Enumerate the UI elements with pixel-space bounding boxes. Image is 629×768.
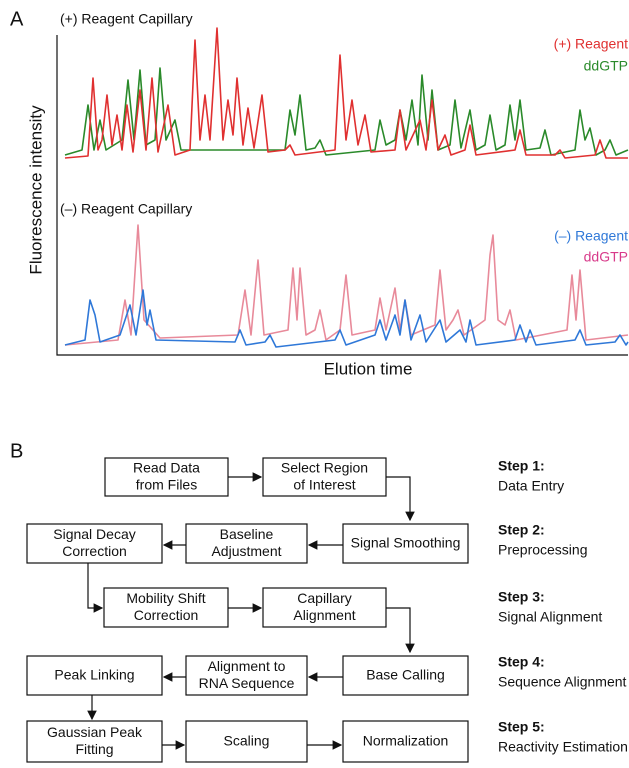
step-name: Reactivity Estimation <box>498 739 628 755</box>
step-number: Step 3: <box>498 589 545 605</box>
connectors <box>87 472 415 750</box>
flow-box-label: Alignment to <box>208 658 286 674</box>
step-name: Data Entry <box>498 478 564 494</box>
x-axis-label: Elution time <box>324 359 413 378</box>
flow-box-label: Correction <box>62 543 127 559</box>
flow-box <box>26 655 163 696</box>
flow-box-label: Select Region <box>281 460 368 476</box>
step-number: Step 2: <box>498 522 545 538</box>
flow-box-label: Normalization <box>363 733 449 749</box>
flow-box-label: RNA Sequence <box>199 675 295 691</box>
axes <box>56 35 628 356</box>
trace <box>64 27 628 159</box>
legend-entry: ddGTP <box>584 58 628 74</box>
flow-box <box>103 587 229 628</box>
y-axis-label: Fluorescence intensity <box>26 105 45 275</box>
flow-box-label: Alignment <box>293 607 355 623</box>
flow-box <box>342 523 469 564</box>
flow-box <box>185 720 308 763</box>
plot-title: (–) Reagent Capillary <box>60 201 192 217</box>
flow-box-label: Fitting <box>75 741 113 757</box>
flow-box <box>342 655 469 696</box>
flow-box-label: Base Calling <box>366 667 445 683</box>
flow-box-label: of Interest <box>293 477 355 493</box>
flow-box <box>342 720 469 763</box>
flow-box-label: Gaussian Peak <box>47 724 143 740</box>
legend-entry: ddGTP <box>584 249 628 265</box>
flow-box-label: Correction <box>134 607 199 623</box>
flow-box-label: Signal Smoothing <box>351 535 461 551</box>
step-name: Sequence Alignment <box>498 674 627 690</box>
legend-entry: (–) Reagent <box>554 228 628 244</box>
step-name: Signal Alignment <box>498 609 602 625</box>
trace <box>64 224 629 346</box>
flow-box <box>262 457 387 497</box>
flow-box <box>26 720 163 763</box>
flow-box-label: Signal Decay <box>53 526 136 542</box>
flow-box-label: Mobility Shift <box>126 590 205 606</box>
step-number: Step 1: <box>498 458 545 474</box>
trace <box>64 289 629 348</box>
flow-box-label: from Files <box>136 477 197 493</box>
flow-box-label: Read Data <box>133 460 200 476</box>
flow-box-label: Scaling <box>224 733 270 749</box>
flow-box <box>185 523 308 564</box>
flow-box <box>185 655 308 696</box>
step-number: Step 4: <box>498 654 545 670</box>
flow-box-label: Capillary <box>297 590 351 606</box>
flow-box <box>104 457 229 497</box>
step-number: Step 5: <box>498 719 545 735</box>
flow-box <box>262 587 387 628</box>
legend-entry: (+) Reagent <box>554 36 628 52</box>
step-name: Preprocessing <box>498 542 588 558</box>
flow-box-label: Peak Linking <box>54 667 134 683</box>
panel-label: B <box>10 440 23 462</box>
plot-title: (+) Reagent Capillary <box>60 11 193 27</box>
panel-label: A <box>10 8 24 30</box>
flow-box <box>26 523 163 564</box>
flow-box-label: Baseline <box>220 526 274 542</box>
flow-box-label: Adjustment <box>211 543 281 559</box>
